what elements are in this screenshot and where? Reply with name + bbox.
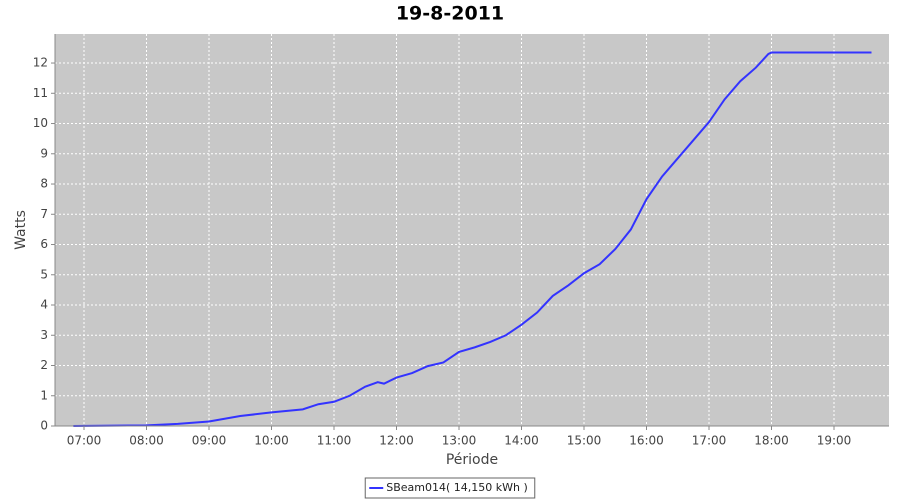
y-tick-label: 8	[40, 177, 48, 191]
x-tick-label: 10:00	[254, 434, 289, 448]
legend-box	[364, 477, 536, 499]
y-tick-label: 6	[40, 237, 48, 251]
x-tick-label: 18:00	[754, 434, 789, 448]
chart-title: 19-8-2011	[396, 3, 504, 25]
x-tick-label: 16:00	[629, 434, 664, 448]
y-tick-label: 1	[40, 388, 48, 402]
y-tick-label: 0	[40, 419, 48, 433]
x-tick-label: 12:00	[379, 434, 414, 448]
y-axis-label: Watts	[13, 210, 29, 250]
x-tick-label: 13:00	[442, 434, 477, 448]
y-tick-label: 5	[40, 267, 48, 281]
y-tick-label: 11	[33, 86, 48, 100]
data-line	[73, 51, 872, 427]
marks	[73, 51, 872, 427]
x-tick-label: 15:00	[567, 434, 602, 448]
x-tick-label: 07:00	[67, 434, 102, 448]
x-tick-label: 11:00	[317, 434, 352, 448]
y-tick-label: 7	[40, 207, 48, 221]
y-tick-label: 3	[40, 328, 48, 342]
y-tick-label: 12	[33, 56, 48, 70]
y-tick-label: 2	[40, 358, 48, 372]
y-tick-label: 10	[33, 116, 48, 130]
y-tick-label: 4	[40, 298, 48, 312]
legend: SBeam014( 14,150 kWh )	[364, 477, 536, 499]
x-tick-label: 14:00	[504, 434, 539, 448]
x-axis-label: Période	[446, 452, 498, 468]
x-tick-label: 17:00	[692, 434, 727, 448]
x-tick-label: 19:00	[817, 434, 852, 448]
plot-area	[55, 34, 889, 426]
y-tick-label: 9	[40, 146, 48, 160]
legend-label: SBeam014( 14,150 kWh )	[386, 481, 528, 494]
x-tick-label: 09:00	[192, 434, 227, 448]
x-tick-label: 08:00	[129, 434, 164, 448]
